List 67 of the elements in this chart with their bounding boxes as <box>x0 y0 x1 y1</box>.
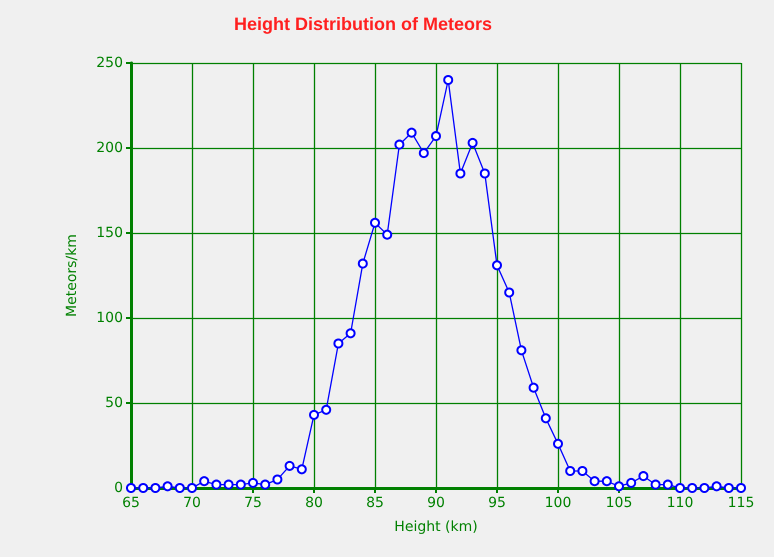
point <box>174 483 185 493</box>
point <box>650 480 661 490</box>
y-axis-title: Meteors/km <box>64 234 80 317</box>
point <box>468 138 478 148</box>
point <box>236 480 246 490</box>
point <box>370 218 380 228</box>
point <box>418 148 429 158</box>
point <box>284 460 295 471</box>
y-tick-label: 150 <box>96 225 123 241</box>
point <box>577 466 588 476</box>
point <box>516 345 526 356</box>
x-tick-label: 105 <box>606 495 632 511</box>
x-tick-label: 80 <box>305 495 323 511</box>
point <box>662 480 673 490</box>
point <box>492 260 502 270</box>
y-tick-label: 200 <box>96 140 123 156</box>
point <box>553 438 563 449</box>
point <box>712 481 722 492</box>
x-tick-label: 100 <box>544 495 572 511</box>
y-tick-label: 0 <box>114 480 123 496</box>
point <box>321 404 332 415</box>
point <box>590 476 600 486</box>
point <box>394 140 404 150</box>
point <box>333 338 344 348</box>
point <box>540 413 551 424</box>
point <box>309 410 319 420</box>
point <box>272 474 282 484</box>
point <box>260 480 270 490</box>
point <box>346 328 356 338</box>
point <box>565 466 576 476</box>
x-tick-label: 70 <box>183 495 201 511</box>
point <box>699 483 710 493</box>
point <box>211 480 222 490</box>
point <box>614 481 624 492</box>
point <box>528 382 539 393</box>
point <box>296 464 307 474</box>
point <box>480 168 490 178</box>
point <box>382 230 392 240</box>
point <box>248 478 258 488</box>
point <box>162 481 173 492</box>
x-tick-label: 65 <box>122 495 140 511</box>
point <box>150 483 160 493</box>
point <box>638 471 648 482</box>
y-tick-label: 100 <box>96 310 123 326</box>
point <box>138 483 148 493</box>
x-tick-label: 115 <box>728 495 754 511</box>
point <box>406 128 417 138</box>
x-tick-label: 85 <box>366 495 384 511</box>
point <box>224 480 234 490</box>
point <box>199 476 210 486</box>
chart-title: Height Distribution of Meteors <box>234 14 492 34</box>
y-tick-label: 250 <box>96 55 123 71</box>
point <box>724 483 734 493</box>
x-tick-label: 110 <box>666 495 694 511</box>
point <box>602 476 612 486</box>
y-tick-label: 50 <box>105 395 123 411</box>
point <box>455 168 466 178</box>
point <box>443 75 454 85</box>
point <box>687 483 698 493</box>
x-tick-label: 95 <box>488 495 506 511</box>
point <box>626 478 636 488</box>
x-tick-label: 90 <box>427 495 445 511</box>
x-tick-label: 75 <box>244 495 262 511</box>
point <box>504 288 514 298</box>
point <box>431 131 441 142</box>
x-axis-title: Height (km) <box>394 519 478 535</box>
point <box>358 258 368 269</box>
